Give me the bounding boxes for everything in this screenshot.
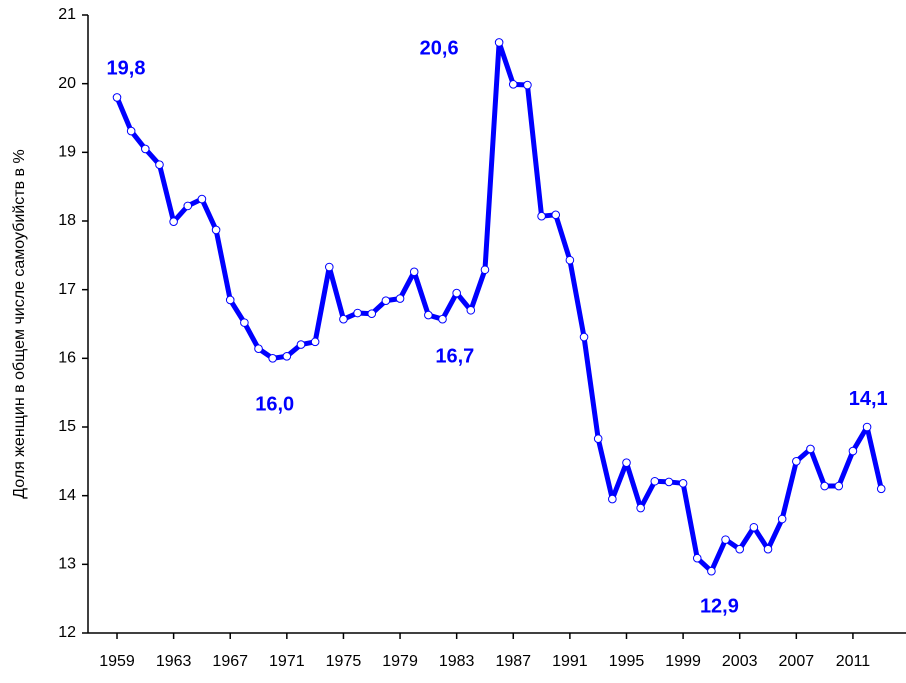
point — [268, 354, 277, 363]
point — [282, 351, 292, 361]
x-tick-label: 1991 — [552, 653, 588, 670]
x-tick-label: 1983 — [439, 653, 475, 670]
y-tick-label: 19 — [58, 144, 76, 161]
y-tick-label: 13 — [58, 556, 76, 573]
x-tick-label: 1987 — [495, 653, 531, 670]
x-tick-label: 2011 — [836, 653, 871, 670]
value-label: 14,1 — [849, 388, 888, 410]
point — [834, 481, 844, 491]
y-tick-label: 16 — [58, 350, 76, 367]
x-tick-label: 1963 — [156, 653, 192, 670]
point — [622, 458, 631, 468]
point — [692, 553, 702, 563]
point — [466, 305, 476, 315]
point — [452, 288, 461, 298]
x-tick-label: 1995 — [609, 653, 645, 670]
point — [438, 314, 447, 324]
point — [424, 310, 433, 320]
point — [324, 262, 334, 272]
value-label: 16,0 — [255, 394, 294, 416]
value-label: 19,8 — [107, 58, 146, 80]
point — [707, 566, 716, 576]
y-tick-label: 14 — [58, 487, 76, 504]
point — [126, 126, 136, 136]
y-tick-label: 20 — [58, 75, 76, 92]
point — [197, 194, 207, 204]
y-tick-label: 12 — [58, 624, 76, 641]
line — [114, 39, 884, 574]
point — [211, 225, 221, 235]
point — [225, 295, 235, 305]
point — [183, 201, 193, 211]
point — [565, 255, 575, 265]
point — [141, 144, 150, 154]
point — [409, 267, 419, 277]
point — [636, 503, 645, 513]
point — [806, 444, 815, 454]
point — [792, 457, 801, 466]
point — [480, 265, 490, 275]
point — [650, 476, 660, 486]
x-tick-label: 1979 — [382, 653, 418, 670]
point — [310, 337, 320, 347]
x-tick-label: 1959 — [99, 653, 135, 670]
point — [112, 93, 122, 102]
point — [678, 479, 688, 488]
point — [608, 494, 617, 504]
value-label: 12,9 — [700, 595, 739, 617]
y-axis-label: Доля женщин в общем числе самоубийств в … — [11, 149, 28, 498]
point — [593, 434, 603, 443]
point — [579, 332, 589, 342]
value-label: 16,7 — [435, 346, 474, 368]
point — [367, 309, 377, 319]
point — [848, 446, 858, 456]
point — [339, 314, 348, 324]
point — [664, 477, 674, 487]
y-tick-label: 18 — [58, 212, 76, 229]
point — [749, 522, 759, 532]
point — [537, 211, 546, 221]
x-tick-label: 1975 — [326, 653, 362, 670]
point — [763, 544, 773, 554]
point — [169, 217, 178, 226]
point — [296, 340, 306, 349]
point — [820, 481, 829, 491]
value-label: 20,6 — [420, 38, 459, 60]
x-tick-label: 1971 — [269, 653, 305, 670]
point — [494, 38, 504, 47]
point — [523, 80, 532, 90]
point — [254, 344, 263, 354]
point — [735, 544, 745, 554]
point — [240, 318, 249, 327]
point — [395, 294, 405, 303]
point — [381, 296, 391, 305]
point — [155, 160, 164, 169]
x-tick-label: 1999 — [665, 653, 701, 670]
point — [551, 210, 561, 220]
point — [862, 422, 872, 432]
point — [777, 514, 787, 524]
point — [876, 484, 886, 494]
point — [508, 80, 518, 89]
y-tick-label: 21 — [58, 6, 76, 23]
x-tick-label: 2003 — [722, 653, 758, 670]
x-tick-label: 2007 — [779, 653, 815, 670]
y-tick-label: 15 — [58, 418, 76, 435]
point — [721, 535, 730, 544]
point — [353, 308, 362, 318]
y-tick-label: 17 — [58, 281, 76, 298]
x-tick-label: 1967 — [212, 653, 248, 670]
